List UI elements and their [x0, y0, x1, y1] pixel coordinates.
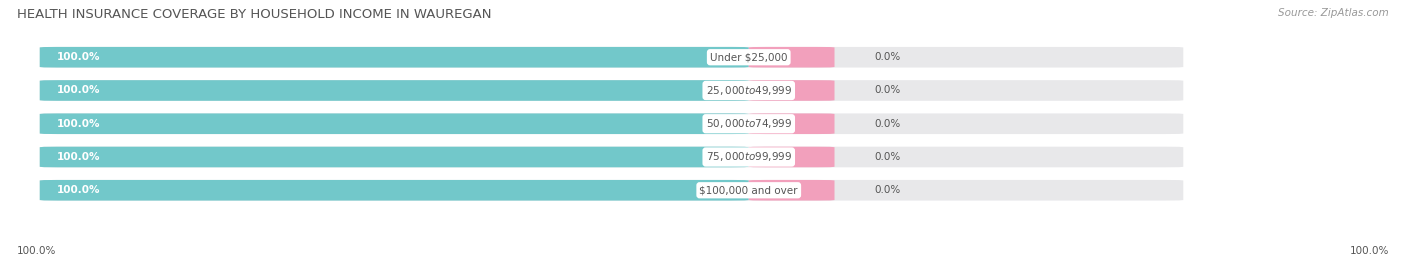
FancyBboxPatch shape: [39, 180, 749, 201]
Text: Under $25,000: Under $25,000: [710, 52, 787, 62]
FancyBboxPatch shape: [749, 180, 835, 201]
FancyBboxPatch shape: [39, 180, 1184, 201]
Text: 100.0%: 100.0%: [56, 86, 100, 95]
Text: 100.0%: 100.0%: [56, 52, 100, 62]
FancyBboxPatch shape: [39, 47, 1184, 68]
Text: 100.0%: 100.0%: [1350, 246, 1389, 256]
Text: HEALTH INSURANCE COVERAGE BY HOUSEHOLD INCOME IN WAUREGAN: HEALTH INSURANCE COVERAGE BY HOUSEHOLD I…: [17, 8, 491, 21]
Text: 100.0%: 100.0%: [17, 246, 56, 256]
FancyBboxPatch shape: [39, 147, 1184, 167]
Text: Source: ZipAtlas.com: Source: ZipAtlas.com: [1278, 8, 1389, 18]
FancyBboxPatch shape: [39, 80, 1184, 101]
FancyBboxPatch shape: [39, 114, 749, 134]
Text: 100.0%: 100.0%: [56, 152, 100, 162]
Text: 0.0%: 0.0%: [875, 52, 901, 62]
FancyBboxPatch shape: [39, 114, 1184, 134]
Text: 100.0%: 100.0%: [56, 119, 100, 129]
FancyBboxPatch shape: [39, 47, 749, 68]
Text: 100.0%: 100.0%: [56, 185, 100, 195]
Text: $25,000 to $49,999: $25,000 to $49,999: [706, 84, 792, 97]
Text: 0.0%: 0.0%: [875, 119, 901, 129]
Text: $100,000 and over: $100,000 and over: [700, 185, 799, 195]
Text: 0.0%: 0.0%: [875, 152, 901, 162]
Text: $75,000 to $99,999: $75,000 to $99,999: [706, 150, 792, 164]
FancyBboxPatch shape: [39, 80, 749, 101]
FancyBboxPatch shape: [39, 147, 749, 167]
Text: 0.0%: 0.0%: [875, 185, 901, 195]
FancyBboxPatch shape: [749, 80, 835, 101]
FancyBboxPatch shape: [749, 114, 835, 134]
Text: $50,000 to $74,999: $50,000 to $74,999: [706, 117, 792, 130]
FancyBboxPatch shape: [749, 47, 835, 68]
FancyBboxPatch shape: [749, 147, 835, 167]
Text: 0.0%: 0.0%: [875, 86, 901, 95]
